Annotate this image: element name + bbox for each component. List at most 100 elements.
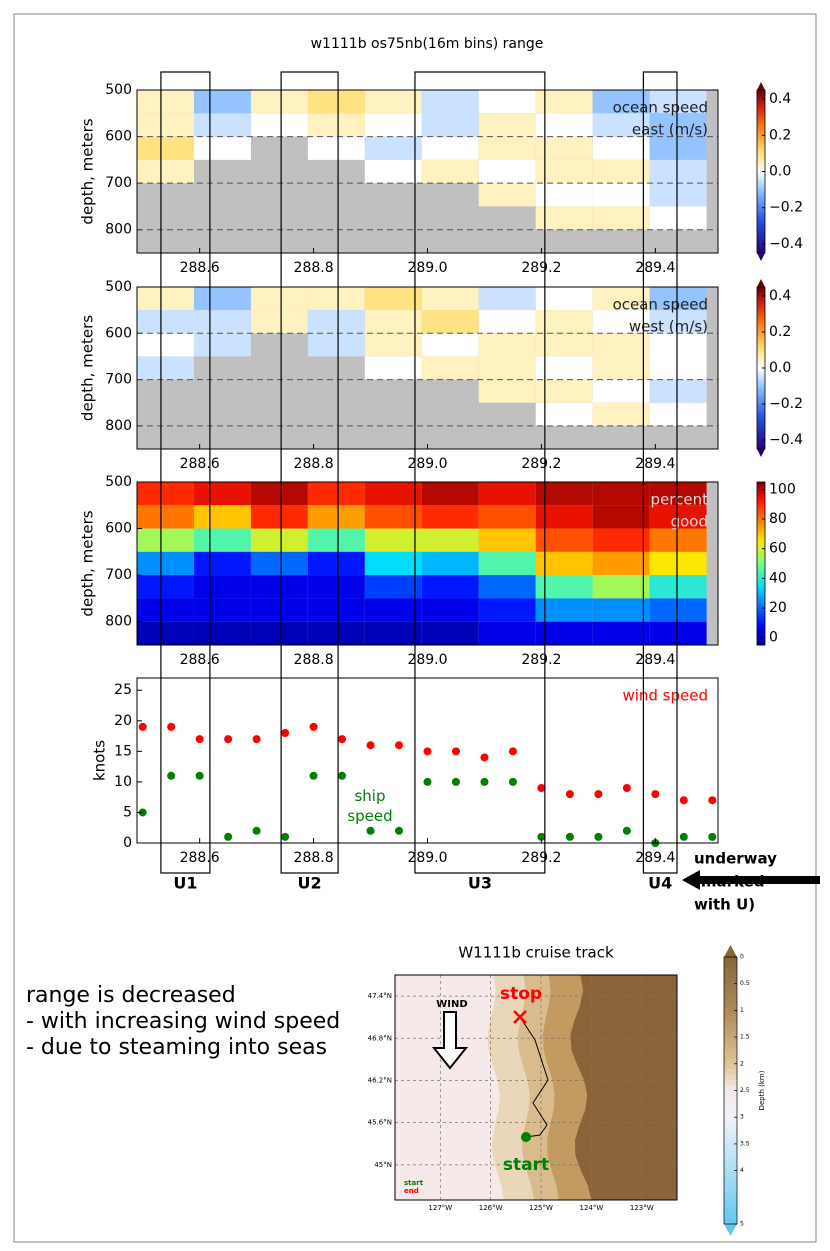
heatmap-cell xyxy=(250,113,308,137)
colorbar-tick-label: −0.2 xyxy=(769,200,803,216)
colorbar-strip xyxy=(757,341,765,345)
colorbar-strip xyxy=(757,541,765,545)
heatmap-cell xyxy=(649,528,707,552)
colorbar-strip xyxy=(757,555,765,559)
x-tick-label: 289.2 xyxy=(521,652,561,668)
colorbar-strip xyxy=(724,1181,737,1188)
colorbar-strip xyxy=(757,378,765,382)
heatmap-cell xyxy=(535,621,593,645)
colorbar-tick-label: 0.2 xyxy=(769,127,791,143)
heatmap-cell xyxy=(478,310,536,334)
colorbar-strip xyxy=(757,440,765,445)
map-lat-label: 47.4°N xyxy=(368,992,392,1000)
colorbar-strip xyxy=(724,994,737,1001)
heatmap-cell xyxy=(193,90,251,114)
heatmap-cell xyxy=(137,90,194,114)
heatmap-cell xyxy=(535,183,593,207)
data-point xyxy=(451,747,460,756)
heatmap-cell xyxy=(649,621,707,645)
colorbar-strip xyxy=(757,174,765,178)
colorbar-strip xyxy=(757,300,765,304)
data-point xyxy=(622,826,631,835)
heatmap-cell xyxy=(592,333,650,357)
colorbar-strip xyxy=(757,533,765,537)
heatmap-cell xyxy=(535,402,593,426)
underway-label: U2 xyxy=(298,874,322,893)
heatmap-cell xyxy=(535,551,593,576)
y-tick-label: 600 xyxy=(105,521,132,537)
colorbar-strip xyxy=(724,989,737,995)
data-point xyxy=(565,790,574,799)
heatmap-cell xyxy=(592,113,650,137)
colorbar-tick-label: 0.0 xyxy=(769,360,791,376)
colorbar-strip xyxy=(757,639,765,643)
colorbar-strip xyxy=(757,615,765,619)
heatmap-cell xyxy=(478,136,536,160)
heatmap-cell xyxy=(535,310,593,334)
data-point xyxy=(679,796,688,805)
colorbar-strip xyxy=(757,338,765,342)
underway-arrow xyxy=(682,870,820,890)
panel-annotation: west (m/s) xyxy=(629,318,708,336)
colorbar-strip xyxy=(724,1133,737,1140)
colorbar-strip xyxy=(757,193,765,197)
colorbar-strip xyxy=(757,498,765,502)
y-tick-label: 700 xyxy=(105,567,132,583)
y-tick-label: 500 xyxy=(105,82,132,98)
heatmap-cell xyxy=(307,136,365,160)
x-tick-label: 288.8 xyxy=(294,652,334,668)
data-point xyxy=(565,832,574,841)
data-point xyxy=(281,729,290,737)
heatmap-cell xyxy=(421,310,479,334)
colorbar-strip xyxy=(757,522,765,526)
heatmap-cell xyxy=(421,136,479,160)
data-point xyxy=(195,735,204,744)
colorbar-strip xyxy=(757,587,765,592)
heatmap-cell xyxy=(364,113,422,137)
colorbar-strip xyxy=(724,1213,737,1220)
y-tick-label: 5 xyxy=(123,804,132,820)
panel-annotation: ocean speed xyxy=(613,296,708,314)
start-label: start xyxy=(503,1155,549,1175)
heatmap-cell xyxy=(421,621,479,645)
heatmap-cell xyxy=(307,482,365,506)
heatmap-cell xyxy=(137,482,194,506)
heatmap-cell xyxy=(478,505,536,529)
colorbar-strip xyxy=(757,92,765,96)
colorbar-strip xyxy=(757,544,765,548)
colorbar-strip xyxy=(757,343,765,347)
colorbar-tick-label: 0.5 xyxy=(740,980,750,987)
colorbar-strip xyxy=(724,967,737,974)
colorbar-strip xyxy=(757,204,765,208)
colorbar-strip xyxy=(757,566,765,570)
colorbar-strip xyxy=(724,1165,737,1172)
heatmap-cell xyxy=(364,505,422,529)
colorbar-strip xyxy=(757,125,765,129)
underway-note: (marked xyxy=(694,873,765,891)
colorbar-strip xyxy=(724,1218,737,1225)
heatmap-cell xyxy=(592,621,650,645)
data-point xyxy=(338,735,347,744)
colorbar-strip xyxy=(757,314,765,318)
data-point xyxy=(537,784,546,792)
heatmap-cell xyxy=(649,482,707,506)
data-point xyxy=(480,753,489,762)
data-point xyxy=(252,826,261,835)
data-point xyxy=(395,826,404,835)
map-lon-label: 123°W xyxy=(630,1204,654,1212)
colorbar-strip xyxy=(724,1031,737,1038)
map-legend: start xyxy=(404,1179,424,1187)
colorbar-strip xyxy=(757,231,765,235)
x-tick-label: 288.6 xyxy=(180,652,220,668)
colorbar-strip xyxy=(724,1202,737,1209)
heatmap-cell xyxy=(649,379,707,403)
data-point xyxy=(423,777,432,786)
colorbar-strip xyxy=(757,373,765,377)
data-point xyxy=(138,722,147,731)
colorbar-strip xyxy=(757,539,765,543)
colorbar-strip xyxy=(757,236,765,240)
heatmap-cell xyxy=(535,206,593,230)
colorbar-strip xyxy=(757,220,765,224)
x-tick-label: 289.2 xyxy=(521,260,561,276)
